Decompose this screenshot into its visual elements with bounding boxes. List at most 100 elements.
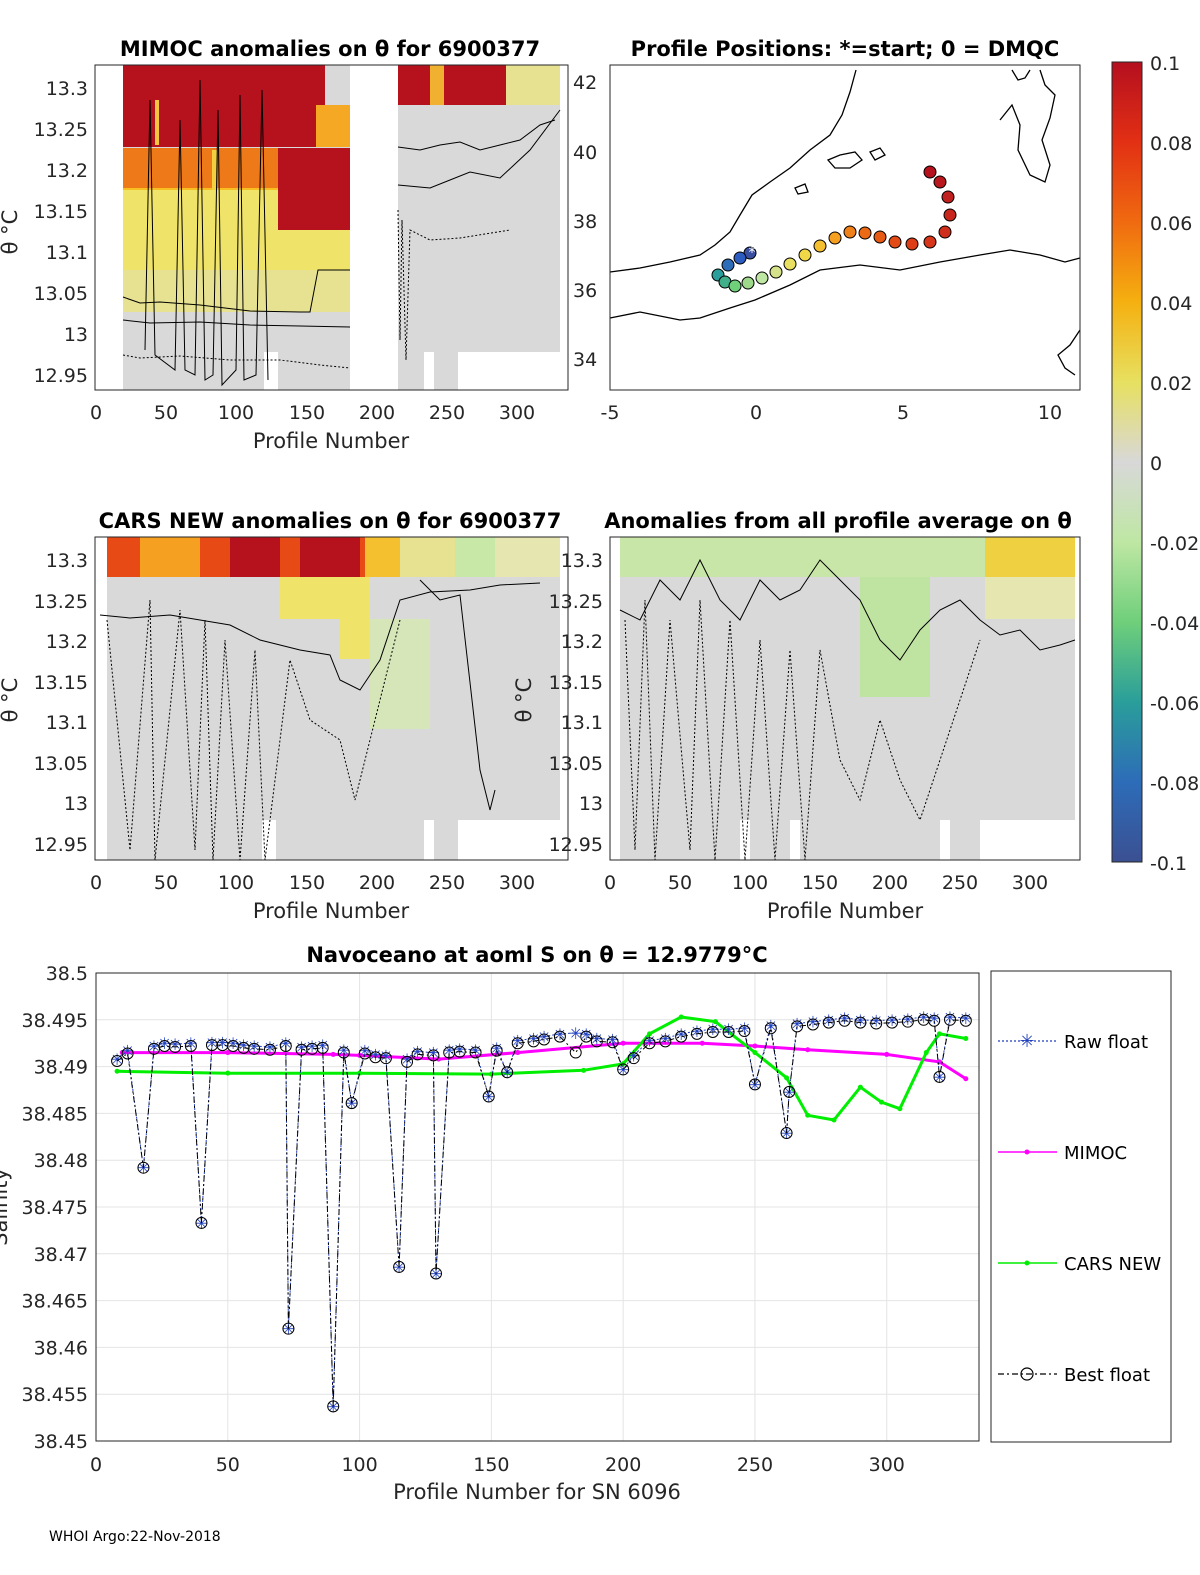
raw-float-point: ✳	[959, 1009, 972, 1028]
best-float-point	[184, 1040, 197, 1053]
mimoc-ytick-label: 13.1	[46, 242, 88, 264]
mimoc-xlabel: Profile Number	[253, 429, 410, 453]
legend-label: MIMOC	[1064, 1143, 1127, 1164]
salinity-tick-labels: 0 50 100 150 200 250 300 38.5 38.495 38.49 38.485 3…	[22, 963, 905, 1476]
y-tick-label: 38.5	[46, 963, 88, 985]
raw-float-point: ✳	[453, 1040, 466, 1059]
best-float-point	[195, 1216, 208, 1229]
cars-point	[923, 1050, 929, 1056]
svg-text:*: *	[749, 245, 756, 261]
y-tick-label: 38.49	[34, 1057, 88, 1079]
y-tick-label: 38.455	[22, 1384, 88, 1406]
colorbar-tick-label: 0.06	[1150, 213, 1192, 235]
allavg-xtick-label: 150	[802, 872, 838, 894]
raw-float-point: ✳	[482, 1088, 495, 1107]
raw-float-point: ✳	[316, 1036, 329, 1055]
raw-float-point: ✳	[226, 1034, 239, 1053]
legend-entry-mimoc: MIMOC	[998, 1143, 1127, 1164]
cars-xtick-label: 300	[499, 872, 535, 894]
raw-float-point: ✳	[869, 1012, 882, 1031]
salinity-title: Navoceano at aoml S on θ = 12.9779°C	[306, 943, 767, 967]
cars-xtick-label: 200	[359, 872, 395, 894]
cars-xtick-label: 50	[154, 872, 178, 894]
raw-float-point: ✳	[553, 1025, 566, 1044]
mimoc-xtick-label: 150	[289, 402, 325, 424]
mimoc-xtick-label: 0	[90, 402, 102, 424]
best-float-point	[791, 1020, 804, 1033]
mimoc-point	[752, 1043, 758, 1049]
x-tick-label: 300	[869, 1454, 905, 1476]
mimoc-panel: MIMOC anomalies on θ for 6900377 13.3 13…	[0, 37, 569, 453]
raw-float-point: ✳	[854, 1011, 867, 1030]
cars-point	[712, 1019, 718, 1025]
raw-float-point: ✳	[901, 1010, 914, 1029]
cars-point	[878, 1099, 884, 1105]
raw-float-point: ✳	[780, 1124, 793, 1143]
mimoc-point	[884, 1051, 890, 1057]
raw-float-point: ✳	[659, 1030, 672, 1049]
raw-float-point: ✳	[822, 1011, 835, 1030]
best-float-point	[580, 1030, 593, 1043]
best-float-point	[838, 1014, 851, 1027]
best-float-point	[553, 1030, 566, 1043]
best-float-point	[137, 1161, 150, 1174]
raw-float-point: ✳	[738, 1019, 751, 1038]
best-float-point	[606, 1036, 619, 1049]
raw-float-point: ✳	[690, 1022, 703, 1041]
raw-float-point: ✳	[722, 1020, 735, 1039]
raw-float-point: ✳	[345, 1094, 358, 1113]
map-xtick-label: 10	[1038, 402, 1062, 424]
allavg-ytick-label: 13.15	[549, 672, 603, 694]
mimoc-ytick-label: 13.05	[34, 283, 88, 305]
best-float-point	[469, 1046, 482, 1059]
cars-ytick-label: 13.1	[46, 712, 88, 734]
allavg-ytick-label: 13.1	[561, 712, 603, 734]
raw-float-point: ✳	[337, 1041, 350, 1060]
raw-float-series-line	[116, 1016, 966, 1407]
cars-ylabel: θ °C	[0, 678, 22, 723]
raw-float-point: ✳	[147, 1037, 160, 1056]
allavg-xtick-label: 300	[1012, 872, 1048, 894]
cars-point	[897, 1106, 903, 1112]
cars-point	[647, 1031, 653, 1037]
legend-entry-raw-float: ✳ Raw float	[998, 1031, 1148, 1053]
raw-float-point: ✳	[790, 1015, 803, 1034]
best-float-point	[806, 1018, 819, 1031]
raw-float-point: ✳	[263, 1038, 276, 1057]
map-xtick-label: -5	[601, 402, 620, 424]
salinity-ylabel: Salinity	[0, 1168, 12, 1246]
mimoc-ytick-label: 13.2	[46, 160, 88, 182]
raw-float-point: ✳	[917, 1008, 930, 1027]
dot-marker-icon	[1024, 1260, 1030, 1266]
raw-float-point: ✳	[606, 1030, 619, 1049]
map-ytick-label: 40	[573, 142, 597, 164]
raw-float-point: ✳	[838, 1009, 851, 1028]
cars-heatmap	[99, 537, 560, 861]
best-float-point	[248, 1042, 261, 1055]
raw-float-point: ✳	[305, 1037, 318, 1056]
cars-point	[805, 1112, 811, 1118]
cars-axes-box	[94, 536, 569, 861]
allavg-ylabel: θ °C	[512, 678, 536, 723]
map-ytick-label: 38	[573, 211, 597, 233]
salinity-panel: ✳✳✳✳✳✳ ✳✳✳✳✳✳✳ ✳ ✳✳✳✳✳✳✳✳✳✳✳✳✳✳ ✳✳✳✳ ✳✳✳✳✳ ✳✳ ✳…	[0, 943, 1172, 1504]
best-float-point	[748, 1078, 761, 1091]
best-float-point	[482, 1090, 495, 1103]
best-float-point	[453, 1045, 466, 1058]
map-panel: * Profile Positions: *=start; 0 = DMQC 4…	[573, 37, 1081, 424]
best-float-point	[393, 1260, 406, 1273]
raw-float-point: ✳	[748, 1075, 761, 1094]
cars-point	[936, 1031, 942, 1037]
legend-label: Best float	[1064, 1365, 1150, 1386]
cars-title: CARS NEW anomalies on θ for 6900377	[99, 509, 562, 533]
colorbar-tick-label: 0.1	[1150, 53, 1180, 75]
allavg-ytick-label: 13.3	[561, 550, 603, 572]
mimoc-xtick-label: 100	[218, 402, 254, 424]
allavg-xticks: 0 50 100 150 200 250 300	[604, 872, 1048, 894]
allavg-heatmap	[619, 537, 1076, 861]
best-float-point	[659, 1035, 672, 1048]
best-float-point	[627, 1052, 640, 1065]
cars-point	[225, 1070, 231, 1076]
raw-float-point: ✳	[527, 1030, 540, 1049]
cars-ytick-label: 13.2	[46, 631, 88, 653]
